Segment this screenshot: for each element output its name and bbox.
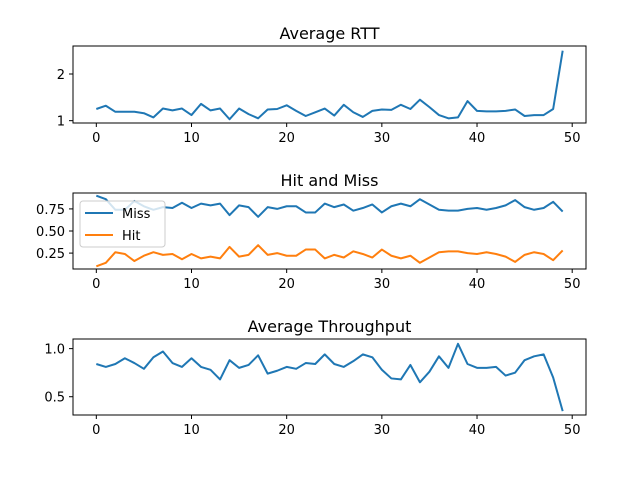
average-throughput-ytick-label: 1.0 — [44, 343, 65, 358]
average-rtt-axes-frame — [72, 45, 587, 124]
hit-and-miss-xtick-label: 20 — [278, 277, 295, 292]
average-throughput-xtick-label: 40 — [469, 423, 486, 438]
average-throughput-xtick-label: 0 — [92, 423, 100, 438]
average-rtt-xtick-label: 30 — [374, 131, 391, 146]
average-rtt-title: Average RTT — [279, 24, 379, 43]
hit-and-miss-hit-line — [95, 244, 564, 268]
average-throughput-chart: Average Throughput 0 10 20 30 40 50 0.5 1.0 — [44, 317, 587, 438]
average-throughput-series-0-line — [96, 342, 564, 412]
hit-and-miss-xtick-label: 50 — [564, 277, 581, 292]
hit-and-miss-ytick-label: 0.50 — [36, 225, 65, 240]
legend-hit-label: Hit — [122, 229, 140, 244]
hit-and-miss-miss-line — [95, 194, 564, 218]
average-rtt-xtick-label: 10 — [183, 131, 200, 146]
average-rtt-xtick-label: 0 — [92, 131, 100, 146]
hit-and-miss-xtick-label: 40 — [469, 277, 486, 292]
average-rtt-chart: Average RTT 0 10 20 30 40 50 1 2 — [57, 24, 587, 146]
average-throughput-xtick-label: 50 — [564, 423, 581, 438]
average-throughput-title: Average Throughput — [248, 317, 412, 336]
hit-and-miss-title: Hit and Miss — [281, 171, 379, 190]
average-rtt-series-0-line — [95, 50, 564, 121]
average-throughput-axes-frame — [72, 338, 587, 416]
average-rtt-xtick-label: 40 — [469, 131, 486, 146]
legend-miss-label: Miss — [122, 207, 151, 222]
hit-and-miss-ytick-label: 0.25 — [36, 247, 65, 262]
hit-and-miss-xtick-label: 30 — [374, 277, 391, 292]
hit-and-miss-legend: Miss Hit — [79, 200, 166, 248]
hit-and-miss-xtick-label: 10 — [183, 277, 200, 292]
average-throughput-xtick-label: 20 — [278, 423, 295, 438]
hit-and-miss-chart: Hit and Miss 0 10 20 30 40 50 0.25 0.50 0.75 Miss H… — [36, 171, 587, 292]
hit-and-miss-ytick-label: 0.75 — [36, 203, 65, 218]
average-throughput-ytick-label: 0.5 — [44, 391, 65, 406]
average-rtt-xtick-label: 50 — [564, 131, 581, 146]
average-throughput-xtick-label: 30 — [374, 423, 391, 438]
average-throughput-xtick-label: 10 — [183, 423, 200, 438]
average-rtt-xtick-label: 20 — [278, 131, 295, 146]
hit-and-miss-xtick-label: 0 — [92, 277, 100, 292]
average-rtt-ytick-label: 2 — [57, 68, 65, 83]
average-rtt-ytick-label: 1 — [57, 115, 65, 130]
